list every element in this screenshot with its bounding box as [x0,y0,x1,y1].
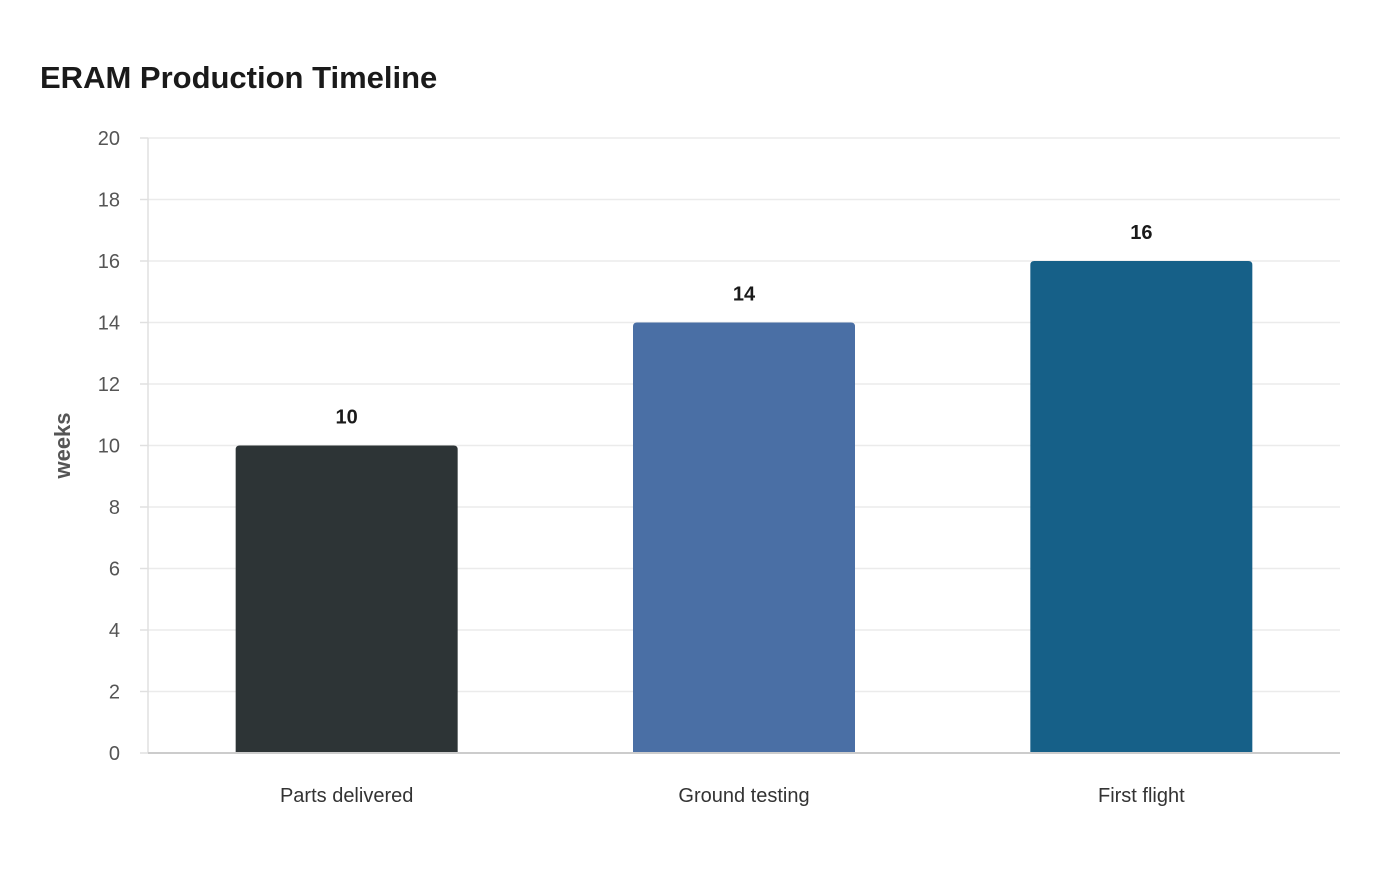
bar-value-label: 14 [733,284,756,306]
bar [235,445,458,753]
y-tick-label: 16 [98,251,120,273]
y-tick-label: 4 [109,620,120,642]
y-tick-label: 0 [109,743,120,765]
y-axis-ticks: 0 2 4 6 8 10 12 14 16 18 20 [98,128,148,765]
bar [1030,261,1253,753]
y-tick-label: 20 [98,128,120,150]
chart-title: ERAM Production Timeline [40,60,438,95]
bars [235,261,1253,753]
x-axis-categories: Parts delivered Ground testing First fligh… [280,785,1185,807]
x-category-label: Parts delivered [280,785,413,807]
y-tick-label: 12 [98,374,120,396]
x-category-label: Ground testing [678,785,809,807]
x-category-label: First flight [1098,785,1185,807]
y-tick-label: 14 [98,313,120,335]
y-tick-label: 10 [98,436,120,458]
data-labels: 10 14 16 [336,222,1153,429]
y-tick-label: 8 [109,497,120,519]
bar [633,322,855,753]
y-tick-label: 6 [109,559,120,581]
bar-value-label: 16 [1130,222,1152,244]
y-tick-label: 2 [109,682,120,704]
y-tick-label: 18 [98,190,120,212]
y-axis-title: weeks [50,412,75,479]
bar-value-label: 10 [336,407,358,429]
